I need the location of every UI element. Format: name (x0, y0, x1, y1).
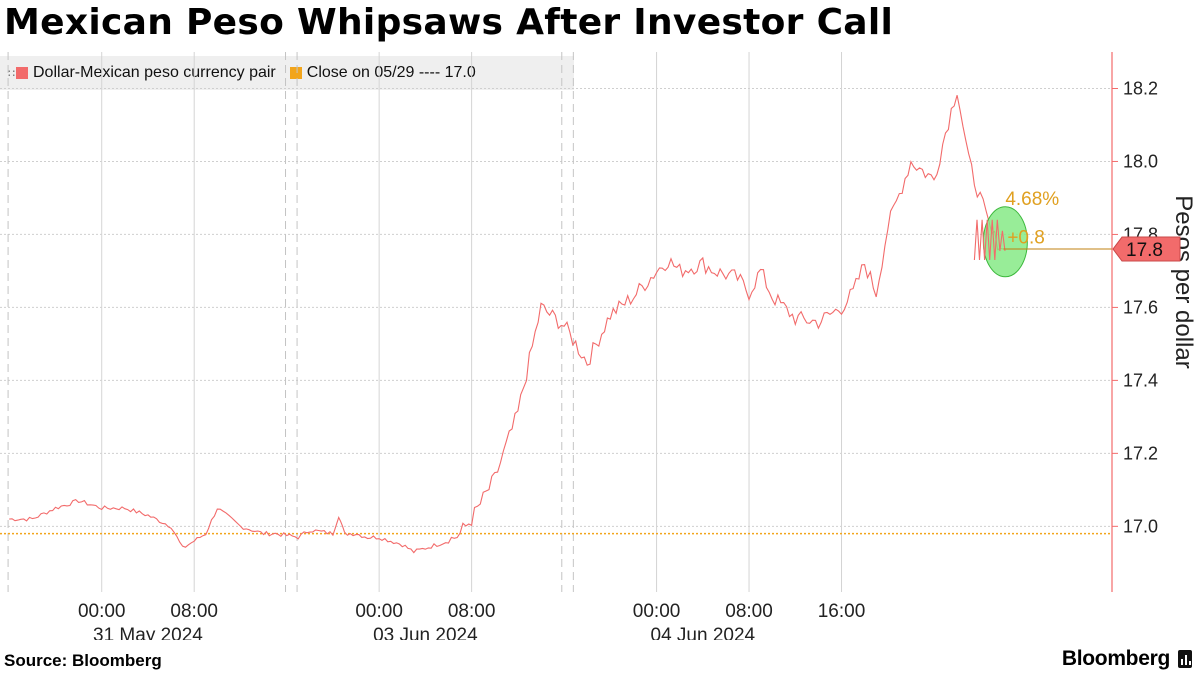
annotation-percent: 4.68% (1005, 189, 1059, 210)
y-axis: 18.2 18.0 17.8 17.6 17.4 17.2 17.0 Pesos per do… (1111, 52, 1197, 592)
chart-legend: ∷ Dollar-Mexican peso currency pair Clos… (0, 56, 574, 90)
y-axis-title: Pesos per dollar (1170, 195, 1197, 368)
last-value-label: 17.8 (1126, 240, 1163, 261)
series-swatch (16, 67, 28, 79)
legend-series-label: Dollar-Mexican peso currency pair (33, 64, 276, 81)
legend-close-label: Close on 05/29 ---- 17.0 (306, 64, 476, 81)
y-tick-label: 17.2 (1123, 443, 1158, 463)
close-swatch (289, 67, 302, 79)
y-tick-label: 17.0 (1123, 516, 1158, 536)
chart-title: Mexican Peso Whipsaws After Investor Cal… (4, 2, 894, 43)
x-tick-label-time: 08:00 (448, 601, 496, 622)
line-chart: 4.68% +0.8 18.2 18.0 17.8 17.6 17.4 17.2 17.0 Pe… (0, 52, 1197, 640)
brand-logo: Bloomberg (1061, 647, 1170, 670)
legend-grip-icon[interactable]: ∷ (8, 67, 15, 80)
bloomberg-terminal-icon (1178, 650, 1192, 668)
last-value-tag (1112, 236, 1181, 262)
series-line-usdmxn (9, 95, 1004, 554)
y-tick-label: 17.4 (1123, 370, 1158, 390)
y-tick-label: 18.0 (1123, 151, 1158, 171)
series-group (9, 95, 1004, 554)
x-tick-label-time: 00:00 (633, 601, 681, 622)
series-line-highlighted (973, 219, 1006, 261)
source-note: Source: Bloomberg (4, 651, 162, 670)
x-axis: 00:00 08:00 00:00 08:00 00:00 08:00 16:00 31 Ma… (78, 601, 865, 640)
x-tick-label-time: 00:00 (355, 601, 403, 622)
x-tick-label-date: 04 Jun 2024 (651, 625, 756, 640)
annotation-change: +0.8 (1007, 228, 1045, 249)
day-dividers (7, 52, 574, 592)
x-tick-label-time: 08:00 (725, 601, 773, 622)
chart-grid (0, 52, 1112, 592)
legend-item-series[interactable]: Dollar-Mexican peso currency pair (16, 64, 276, 82)
x-tick-label-date: 31 May 2024 (93, 625, 203, 640)
x-tick-label-time: 00:00 (78, 601, 126, 622)
highlight-group: 4.68% +0.8 (973, 189, 1112, 278)
x-tick-label-time: 08:00 (170, 601, 218, 622)
x-tick-label-date: 03 Jun 2024 (373, 625, 478, 640)
y-tick-label: 17.6 (1123, 297, 1158, 317)
x-tick-label-time: 16:00 (818, 601, 866, 622)
legend-item-close[interactable]: Close on 05/29 ---- 17.0 (289, 64, 476, 82)
y-tick-label: 18.2 (1123, 78, 1158, 98)
